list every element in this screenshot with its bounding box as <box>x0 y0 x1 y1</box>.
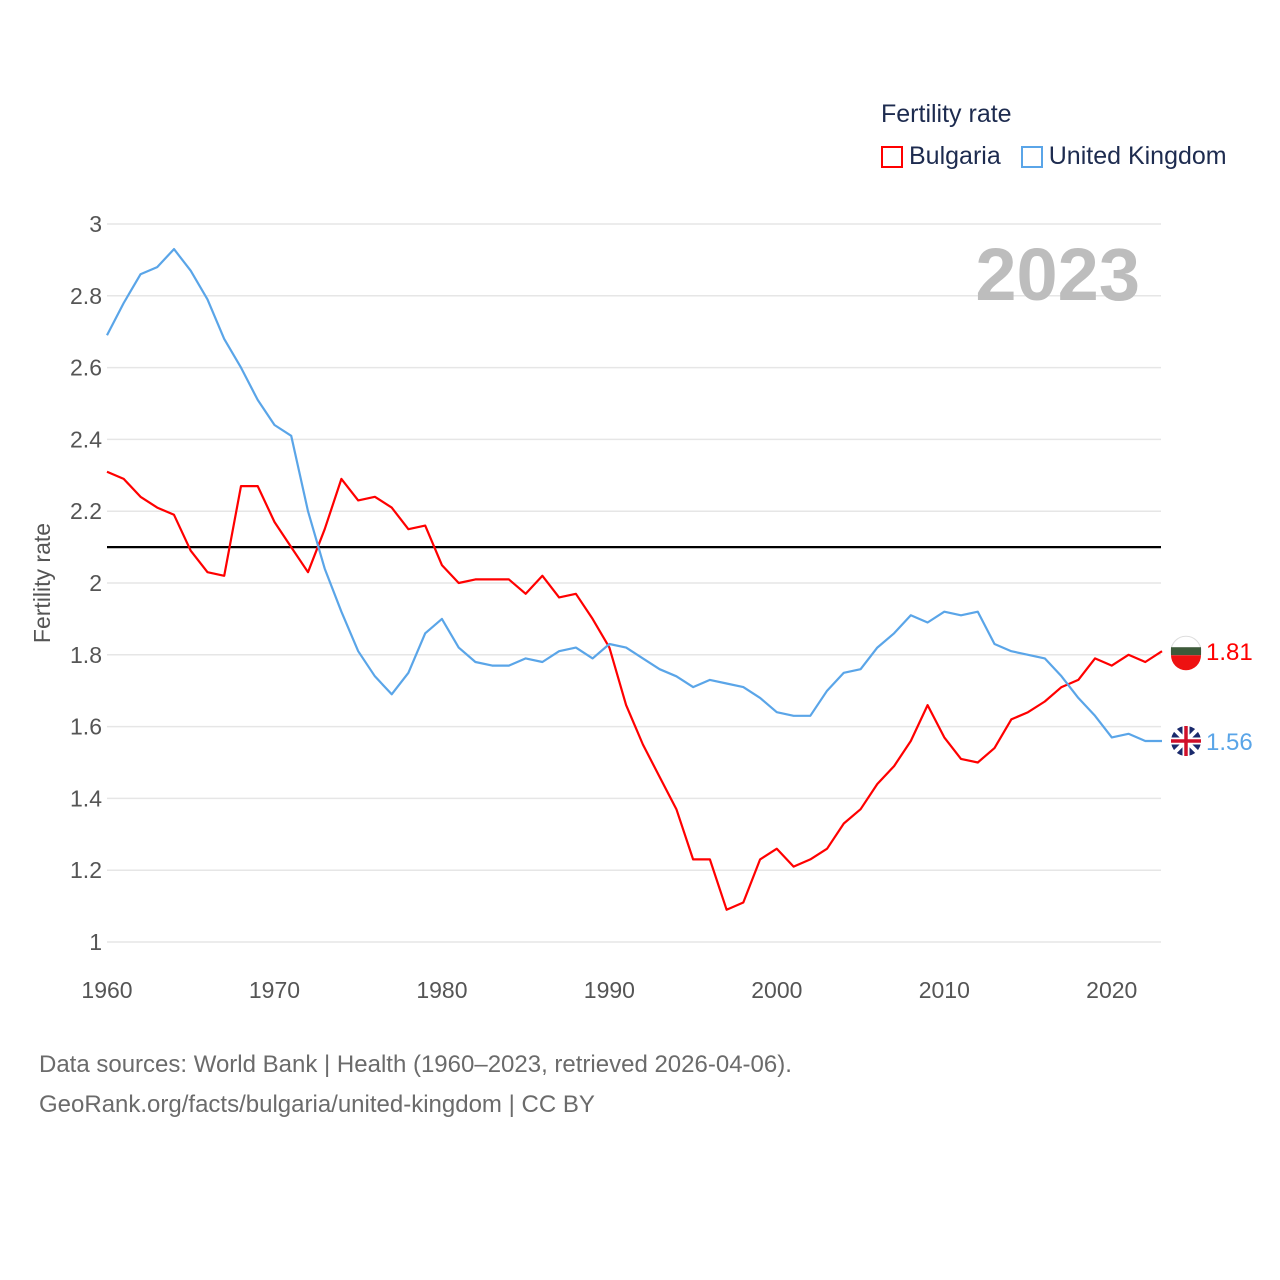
end-label-bulgaria: 1.81 <box>1206 639 1253 666</box>
bulgaria-flag-green-stripe <box>1171 647 1201 656</box>
y-tick-label: 2.2 <box>70 498 102 524</box>
legend-swatch-united-kingdom <box>1020 145 1043 168</box>
y-tick-label: 2 <box>89 570 102 596</box>
legend: Bulgaria United Kingdom <box>881 142 1247 171</box>
y-axis-label: Fertility rate <box>29 523 55 643</box>
x-tick-label: 1970 <box>249 977 300 1003</box>
x-tick-label: 1990 <box>584 977 635 1003</box>
legend-item-united-kingdom[interactable]: United Kingdom <box>1020 142 1227 171</box>
source-link[interactable]: GeoRank.org/facts/bulgaria/united-kingdo… <box>39 1091 595 1118</box>
x-tick-label: 2000 <box>751 977 802 1003</box>
y-tick-label: 2.6 <box>70 355 102 381</box>
x-tick-label: 1960 <box>81 977 132 1003</box>
uk-flag-cross-red <box>1171 725 1201 756</box>
y-tick-label: 3 <box>89 211 102 237</box>
legend-swatch-bulgaria <box>881 145 903 168</box>
year-label: 2023 <box>975 233 1140 316</box>
data-sources: Data sources: World Bank | Health (1960–… <box>39 1051 792 1078</box>
legend-label-bulgaria: Bulgaria <box>909 142 1001 170</box>
bulgaria-flag-red-stripe <box>1171 655 1201 671</box>
footer: Data sources: World Bank | Health (1960–… <box>39 1045 792 1125</box>
series-line-united-kingdom <box>106 248 1162 743</box>
series-line-bulgaria <box>106 470 1163 911</box>
end-label-united-kingdom: 1.56 <box>1206 729 1253 756</box>
y-tick-label: 1.2 <box>70 857 102 883</box>
y-tick-label: 1.8 <box>70 642 102 668</box>
y-tick-label: 1.6 <box>70 714 102 740</box>
x-tick-label: 2020 <box>1086 977 1137 1003</box>
legend-label-united-kingdom: United Kingdom <box>1048 142 1227 170</box>
x-tick-label: 2010 <box>919 977 970 1003</box>
y-tick-label: 2.8 <box>70 283 102 309</box>
y-tick-label: 1.4 <box>70 785 102 811</box>
legend-title: Fertility rate <box>881 100 1012 128</box>
legend-item-bulgaria[interactable]: Bulgaria <box>881 142 1001 171</box>
x-tick-label: 1980 <box>416 977 467 1003</box>
y-tick-label: 2.4 <box>70 426 102 452</box>
y-tick-label: 1 <box>89 929 102 955</box>
